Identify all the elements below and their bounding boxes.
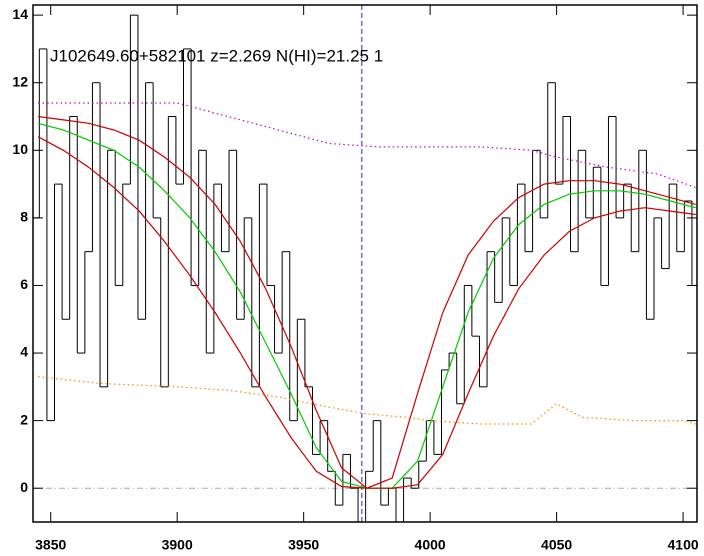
y-tick-label: 8 — [20, 209, 28, 225]
plot-frame — [32, 4, 698, 523]
y-tick-label: 6 — [20, 276, 28, 292]
y-tick-label: 2 — [20, 411, 28, 427]
plot-area — [33, 5, 697, 522]
y-tick-label: 14 — [12, 6, 28, 22]
x-tick-label: 4100 — [668, 537, 699, 553]
x-tick-label: 4050 — [541, 537, 572, 553]
y-tick-label: 4 — [20, 344, 28, 360]
x-tick-label: 4000 — [415, 537, 446, 553]
fit-curve — [38, 115, 696, 489]
y-tick-label: 12 — [12, 73, 28, 89]
fit-curve — [37, 136, 696, 489]
annotation: J102649.60+582101 z=2.269 N(HI)=21.25 1 — [50, 46, 383, 65]
x-tick-label: 3900 — [162, 537, 193, 553]
x-tick-label: 3950 — [288, 537, 319, 553]
y-tick-label: 10 — [12, 141, 28, 157]
error-curve — [38, 102, 696, 189]
x-tick-label: 3850 — [35, 537, 66, 553]
fit-curve — [37, 122, 696, 489]
error-curve — [38, 376, 696, 425]
y-tick-label: 0 — [20, 479, 28, 495]
